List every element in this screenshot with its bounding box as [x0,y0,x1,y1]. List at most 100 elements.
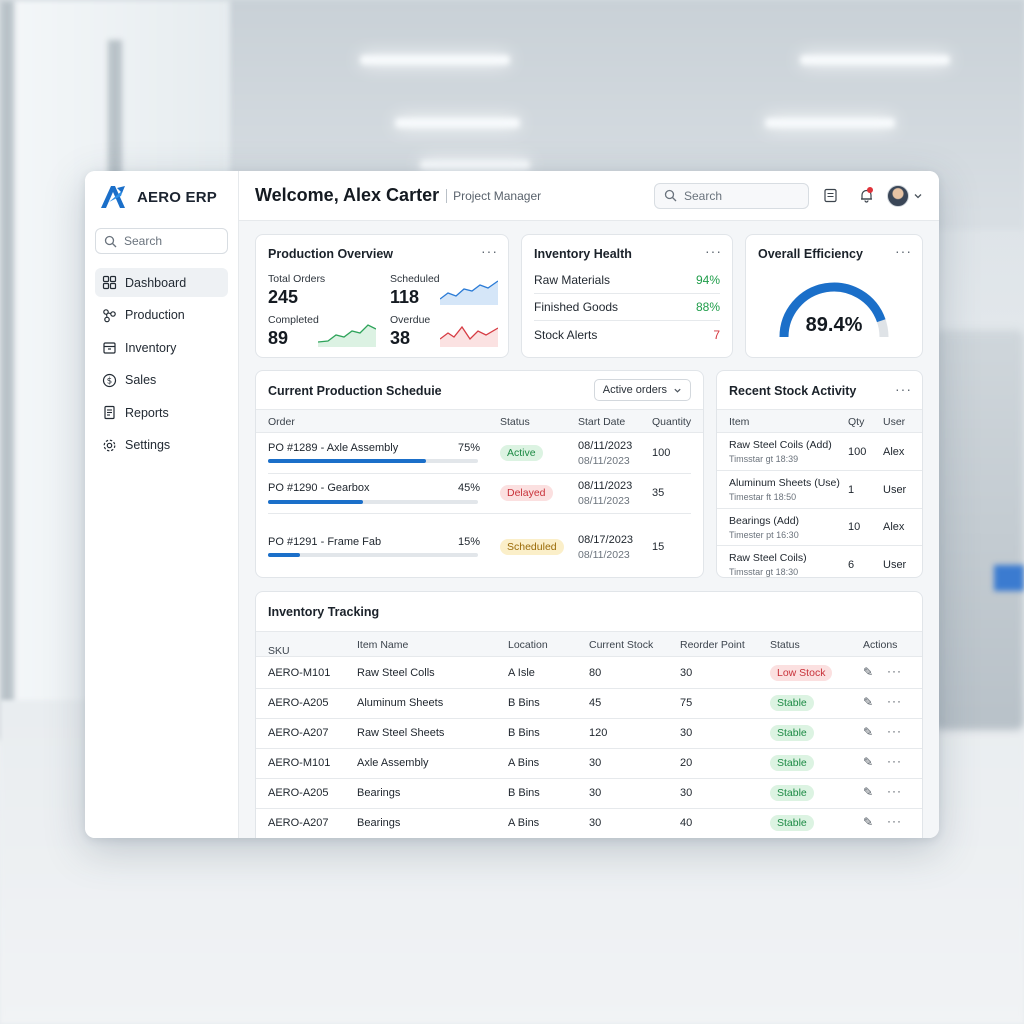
sidebar-item-label: Inventory [125,340,177,355]
sidebar-item-settings[interactable]: Settings [95,431,228,460]
activity-time: Timsstar gt 18:39 [729,454,799,464]
sidebar-item-label: Production [125,308,185,323]
inventory-tracking-card: Inventory Tracking SKU ↕ Item Name Locati… [255,591,923,838]
quantity: 15 [652,541,665,553]
cell-stock: 30 [589,787,602,799]
cell-sku: AERO-A205 [268,787,329,799]
health-value: 88% [695,300,720,314]
edit-icon[interactable]: ✎ [863,695,874,709]
column-header: Reorder Point [680,639,745,651]
brand[interactable]: AERO ERP [95,171,228,223]
stat-overdue: Overdue 38 [390,314,430,349]
sidebar-item-reports[interactable]: Reports [95,398,228,427]
health-label: Finished Goods [534,300,619,314]
edit-icon[interactable]: ✎ [863,815,874,829]
activity-user: Alex [883,521,905,533]
order-name: PO #1289 - Axle Assembly [268,442,399,454]
card-title: Inventory Health [534,247,632,261]
status-badge: Stable [770,695,814,711]
cell-loc: A Bins [508,817,540,829]
chevron-down-icon[interactable] [913,191,923,201]
status-badge: Stable [770,815,814,831]
sidebar-item-label: Settings [125,438,171,453]
status-badge: Scheduled [500,539,564,555]
status-badge: Active [500,445,543,461]
column-header: Qty [848,416,865,428]
cell-reorder: 40 [680,817,693,829]
more-options-icon[interactable]: ··· [887,694,902,708]
more-options-icon[interactable]: ··· [887,784,902,798]
schedule-table-header: Order Status Start Date Quantity [256,409,703,433]
efficiency-gauge [746,271,922,351]
activity-qty: 100 [848,446,867,458]
cell-sku: AERO-M101 [268,757,331,769]
dollar-icon: $ [102,373,117,387]
cell-loc: A Bins [508,757,540,769]
cell-loc: B Bins [508,727,540,739]
row-divider [268,473,691,474]
order-progress: 75% [458,442,481,454]
stat-value: 89 [268,328,289,348]
notes-button[interactable] [815,181,845,211]
header-search-input[interactable]: Search [654,182,809,209]
more-options-icon[interactable]: ··· [887,664,902,678]
sidebar-search-placeholder: Search [124,234,163,248]
activity-time: Timestar ft 18:50 [729,492,797,502]
edit-icon[interactable]: ✎ [863,725,874,739]
cell-reorder: 75 [680,697,693,709]
notifications-button[interactable] [851,181,881,211]
edit-icon[interactable]: ✎ [863,755,874,769]
card-title: Inventory Tracking [268,605,380,619]
cell-name: Bearings [357,787,401,799]
cell-loc: B Bins [508,787,540,799]
svg-text:$: $ [107,376,112,386]
column-header: Status [500,416,530,428]
cell-reorder: 30 [680,727,693,739]
brand-name: AERO ERP [137,188,217,206]
stat-label: Scheduled [390,273,440,285]
order-progress: 15% [458,536,481,548]
row-divider [256,718,922,719]
sidebar-search-input[interactable]: Search [95,228,228,254]
column-header: Status [770,639,800,651]
column-header: Item Name [357,639,409,651]
cell-name: Bearings [357,817,401,829]
ceiling-light [800,55,950,65]
more-options-icon[interactable]: ··· [887,754,902,768]
more-options-icon[interactable]: ··· [481,243,498,259]
more-options-icon[interactable]: ··· [895,243,912,259]
more-options-icon[interactable]: ··· [887,724,902,738]
search-icon [664,189,677,202]
card-title: Overall Efficiency [758,247,863,261]
more-options-icon[interactable]: ··· [887,814,902,828]
activity-item: Raw Steel Coils) [729,552,807,564]
sidebar-item-production[interactable]: Production [95,301,228,330]
status-badge: Stable [770,785,814,801]
ceiling-light [420,160,530,170]
avatar[interactable] [887,184,909,207]
sort-icon: ↕ [274,645,278,654]
health-label: Raw Materials [534,273,611,287]
more-options-icon[interactable]: ··· [705,243,722,259]
cell-name: Axle Assembly [357,757,429,769]
row-divider [717,545,922,546]
cell-reorder: 20 [680,757,693,769]
cell-loc: B Bins [508,697,540,709]
row-divider [717,508,922,509]
edit-icon[interactable]: ✎ [863,665,874,679]
order-name: PO #1291 - Frame Fab [268,536,382,548]
cell-sku: AERO-A207 [268,817,329,829]
user-role: Project Manager [446,188,541,203]
sidebar-item-sales[interactable]: $ Sales [95,366,228,395]
sidebar-item-dashboard[interactable]: Dashboard [95,268,228,297]
more-options-icon[interactable]: ··· [895,381,912,397]
stat-value: 118 [390,287,420,307]
cell-sku: AERO-A205 [268,697,329,709]
nodes-icon [103,308,116,322]
overdue-sparkline [440,325,498,347]
health-value: 94% [695,273,720,287]
sidebar-item-inventory[interactable]: Inventory [95,333,228,362]
edit-icon[interactable]: ✎ [863,785,874,799]
orders-filter-dropdown[interactable]: Active orders [593,379,691,401]
page-title: Welcome, Alex Carter [255,185,440,205]
